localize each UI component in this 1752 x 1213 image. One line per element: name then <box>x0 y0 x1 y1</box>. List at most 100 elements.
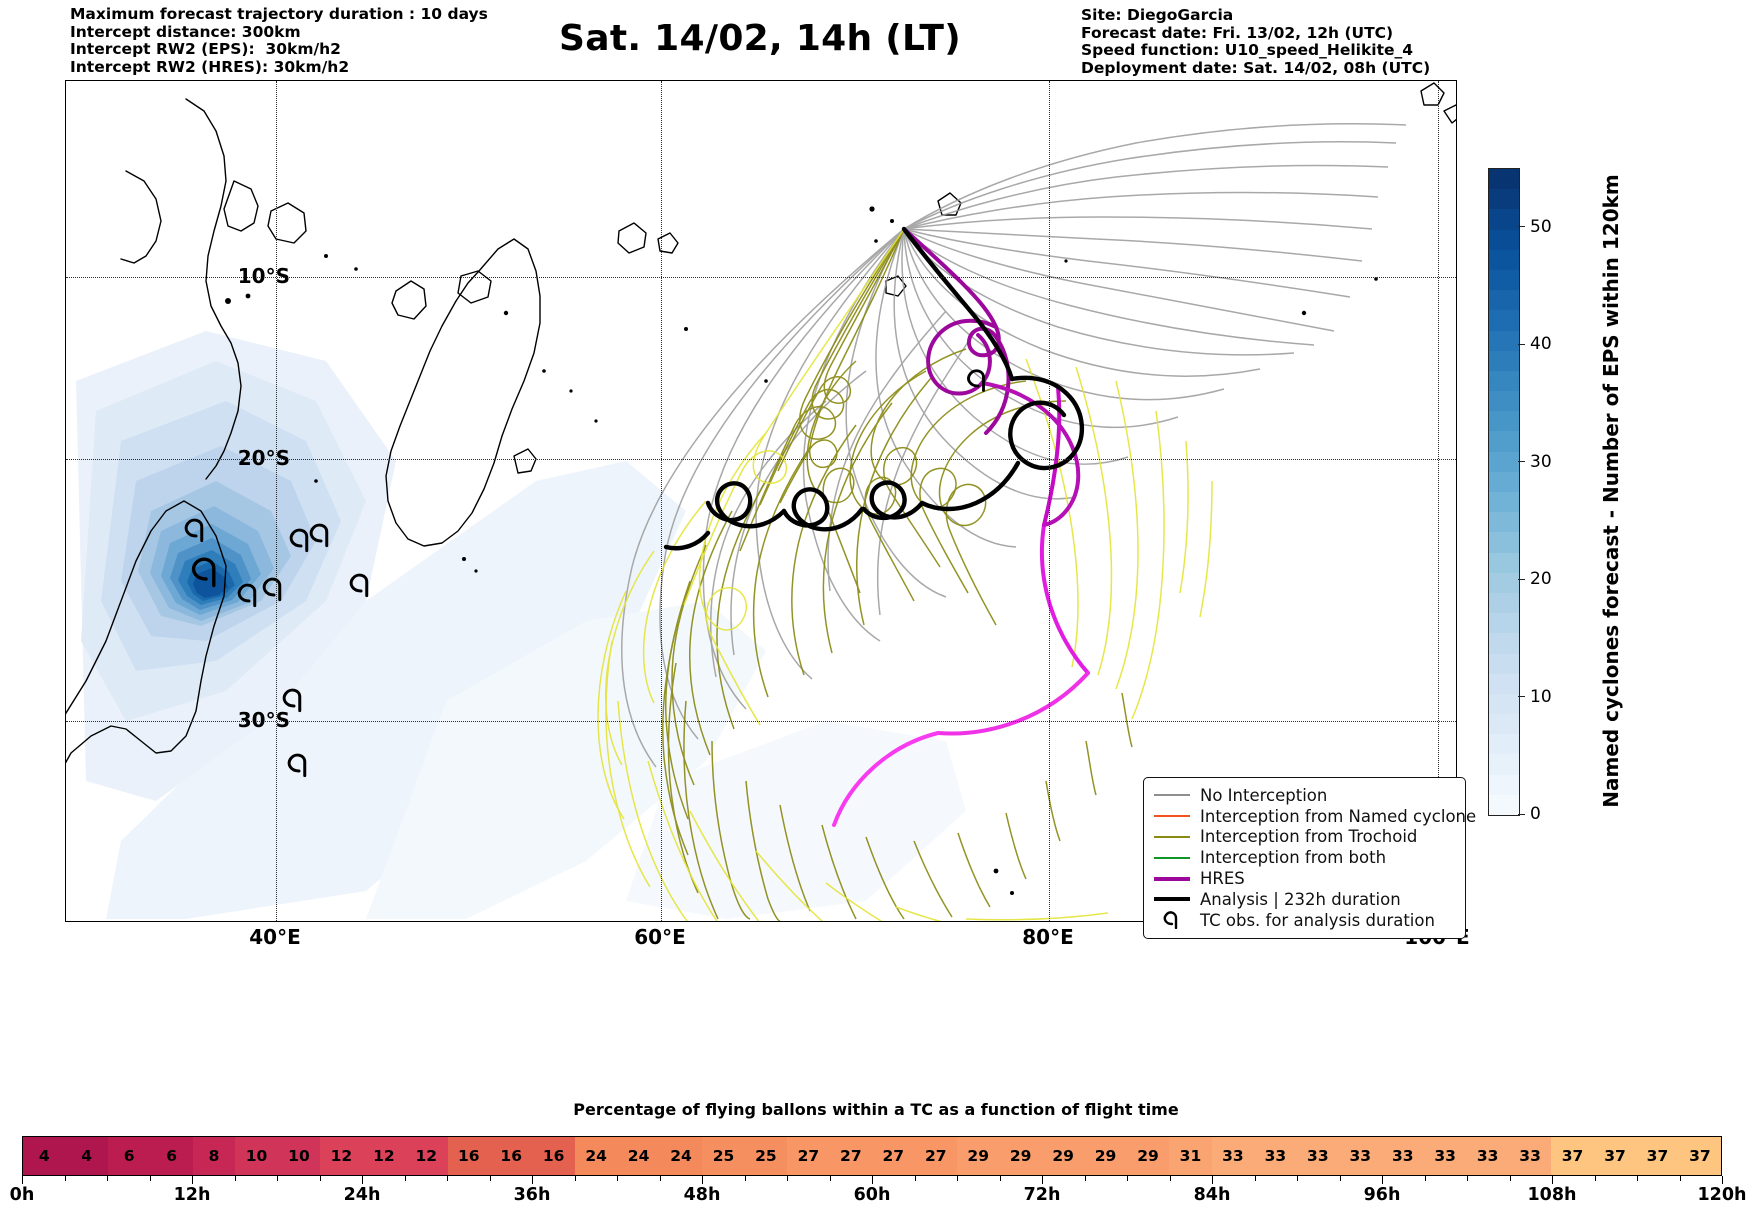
colorbar-segment <box>1489 512 1519 533</box>
legend-color-line <box>1154 876 1190 881</box>
axis-tick-label-48h: 48h <box>683 1185 721 1205</box>
percentage-cell-24: 29 <box>1041 1137 1085 1175</box>
legend-item-5[interactable]: Analysis | 232h duration <box>1153 889 1455 910</box>
percentage-cell-28: 33 <box>1211 1137 1255 1175</box>
percentage-cell-34: 33 <box>1466 1137 1509 1175</box>
coastlines <box>66 82 1456 895</box>
legend-item-label: TC obs. for analysis duration <box>1200 910 1435 930</box>
legend-item-0[interactable]: No Interception <box>1153 785 1455 806</box>
legend-item-label: Interception from Trochoid <box>1200 827 1418 847</box>
eps-count-colorbar <box>1488 168 1520 816</box>
colorbar-segment <box>1489 310 1519 331</box>
percentage-cell-17: 25 <box>744 1137 788 1175</box>
lon-tick-label-80E: 80°E <box>1022 925 1074 949</box>
axis-tick-label-36h: 36h <box>513 1185 551 1205</box>
legend-item-6[interactable]: TC obs. for analysis duration <box>1153 910 1455 931</box>
percentage-cell-12: 16 <box>532 1137 575 1175</box>
axis-minor-tick <box>1084 1176 1086 1181</box>
colorbar-segment <box>1489 492 1519 513</box>
colorbar-segment <box>1489 592 1519 614</box>
axis-minor-tick <box>489 1176 491 1181</box>
axis-minor-tick <box>744 1176 746 1181</box>
percentage-cell-38: 37 <box>1636 1137 1679 1175</box>
percentage-cell-4: 8 <box>192 1137 236 1175</box>
axis-tick-label-72h: 72h <box>1023 1185 1061 1205</box>
gridline-lat-10 <box>66 277 1456 278</box>
forecast-parameter-line-2: Intercept distance: 300km <box>70 22 301 41</box>
percentage-cell-7: 12 <box>320 1137 363 1175</box>
axis-tick-label-24h: 24h <box>343 1185 381 1205</box>
axis-minor-tick <box>1637 1176 1638 1181</box>
legend-item-label: Analysis | 232h duration <box>1200 889 1401 909</box>
axis-minor-tick <box>64 1176 66 1181</box>
colorbar-segment <box>1489 653 1519 674</box>
axis-minor-tick <box>1339 1176 1341 1181</box>
analysis-track <box>663 226 1085 551</box>
axis-minor-tick <box>319 1176 321 1181</box>
gridline-lat-30 <box>66 721 1456 722</box>
percentage-cell-18: 27 <box>787 1137 830 1175</box>
colorbar-segment <box>1489 532 1519 553</box>
legend-item-3[interactable]: Interception from both <box>1153 847 1455 868</box>
colorbar-segment <box>1489 391 1519 412</box>
percentage-cell-36: 37 <box>1551 1137 1594 1175</box>
legend-color-line <box>1154 815 1190 818</box>
percentage-cell-3: 6 <box>150 1137 193 1175</box>
map-legend: No Interception Interception from Named c… <box>1143 777 1476 939</box>
percentage-cell-23: 29 <box>999 1137 1042 1175</box>
percentage-cell-10: 16 <box>447 1137 490 1175</box>
axis-minor-tick <box>999 1176 1001 1181</box>
axis-minor-tick <box>659 1176 661 1181</box>
percentage-colorbar: 4 4 6 6 8 10 10 12 12 12 16 16 16 24 24 24 25 25 27 27 27 27 2… <box>22 1136 1722 1176</box>
legend-color-line <box>1154 835 1190 838</box>
axis-major-tick <box>1722 1176 1723 1184</box>
colorbar-segment <box>1489 169 1519 190</box>
axis-minor-tick <box>1424 1176 1426 1181</box>
tc-observation-markers <box>184 369 985 778</box>
eps-trajectories-trochoid-light <box>597 228 1213 921</box>
colorbar-segment <box>1489 774 1519 795</box>
percentage-cell-11: 16 <box>489 1137 533 1175</box>
legend-line-swatch <box>1153 794 1191 797</box>
axis-major-tick <box>192 1176 193 1184</box>
map-canvas <box>66 81 1456 921</box>
axis-minor-tick <box>1679 1176 1681 1181</box>
lon-tick-label-40E: 40°E <box>249 925 301 949</box>
site-metadata-info: Site: DiegoGarcia Forecast date: Fri. 13/… <box>1081 6 1430 77</box>
forecast-map[interactable] <box>65 80 1457 922</box>
axis-major-tick <box>702 1176 703 1184</box>
percentage-cell-20: 27 <box>872 1137 915 1175</box>
axis-minor-tick <box>829 1176 831 1181</box>
percentage-cell-6: 10 <box>277 1137 321 1175</box>
tropical-cyclone-icon <box>1153 911 1191 930</box>
axis-minor-tick <box>234 1176 236 1181</box>
percentage-cell-31: 33 <box>1339 1137 1382 1175</box>
colorbar-segment <box>1489 552 1519 573</box>
axis-major-tick <box>1552 1176 1553 1184</box>
legend-item-2[interactable]: Interception from Trochoid <box>1153 827 1455 848</box>
axis-minor-tick <box>107 1176 108 1181</box>
lat-tick-label-30S: 30°S <box>237 708 290 732</box>
legend-item-4[interactable]: HRES <box>1153 868 1455 889</box>
percentage-cell-2: 6 <box>107 1137 151 1175</box>
legend-item-1[interactable]: Interception from Named cyclone <box>1153 806 1476 827</box>
axis-major-tick <box>22 1176 23 1184</box>
axis-minor-tick <box>914 1176 916 1181</box>
eps-cyclone-density-field <box>76 331 966 919</box>
lon-tick-label-60E: 60°E <box>634 925 686 949</box>
axis-tick-label-120h: 120h <box>1697 1185 1747 1205</box>
axis-major-tick <box>1212 1176 1213 1184</box>
colorbar-segment <box>1489 431 1519 452</box>
forecast-parameter-line-1: Maximum forecast trajectory duration : 1… <box>70 5 488 23</box>
legend-line-swatch <box>1153 897 1191 902</box>
axis-minor-tick <box>1127 1176 1128 1181</box>
axis-minor-tick <box>574 1176 576 1181</box>
colorbar-segment <box>1489 249 1519 270</box>
axis-minor-tick <box>617 1176 618 1181</box>
axis-minor-tick <box>447 1176 448 1181</box>
axis-tick-label-12h: 12h <box>173 1185 211 1205</box>
axis-minor-tick <box>1509 1176 1511 1181</box>
axis-tick-label-108h: 108h <box>1527 1185 1577 1205</box>
percentage-cell-13: 24 <box>574 1137 618 1175</box>
colorbar-segment <box>1489 189 1519 210</box>
